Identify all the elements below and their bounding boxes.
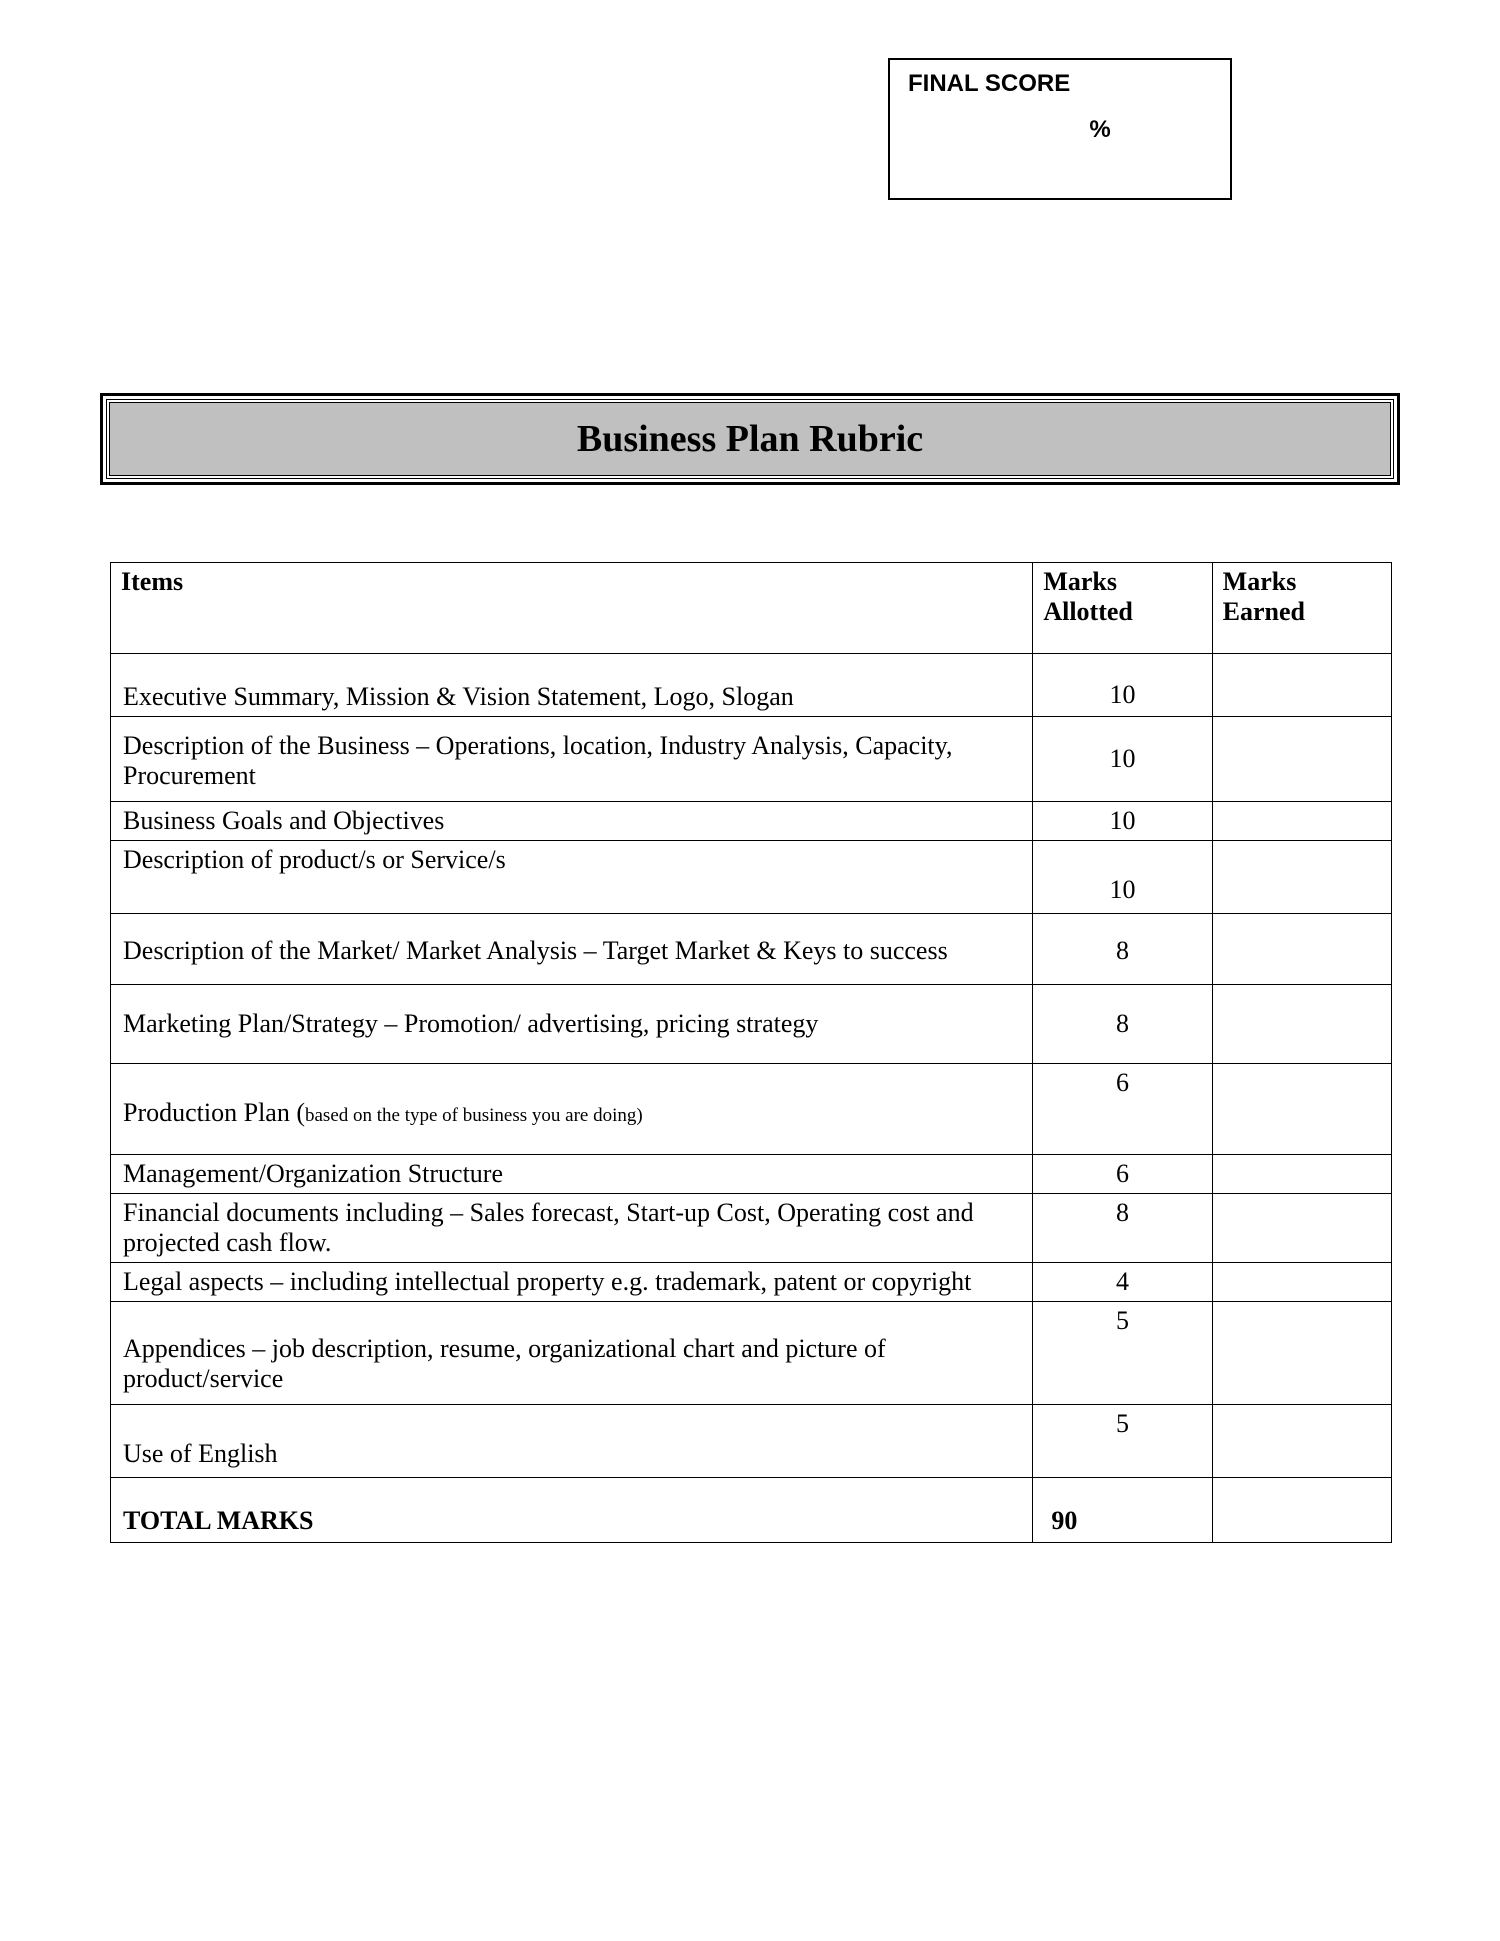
table-row: Use of English 5: [111, 1405, 1392, 1478]
marks-allotted-cell: 8: [1033, 1194, 1212, 1263]
final-score-box: FINAL SCORE %: [888, 58, 1232, 200]
marks-allotted-cell: 10: [1033, 717, 1212, 802]
table-row: Description of product/s or Service/s 10: [111, 841, 1392, 914]
marks-allotted-cell: 10: [1033, 654, 1212, 717]
table-row: Marketing Plan/Strategy – Promotion/ adv…: [111, 985, 1392, 1064]
total-label: TOTAL MARKS: [111, 1478, 1033, 1543]
marks-earned-cell: [1212, 1064, 1391, 1155]
table-row: Legal aspects – including intellectual p…: [111, 1263, 1392, 1302]
item-cell: Description of product/s or Service/s: [111, 841, 1033, 914]
table-row: Financial documents including – Sales fo…: [111, 1194, 1392, 1263]
item-cell: Appendices – job description, resume, or…: [111, 1302, 1033, 1405]
table-row: Appendices – job description, resume, or…: [111, 1302, 1392, 1405]
marks-allotted-cell: 10: [1033, 841, 1212, 914]
table-row: Management/Organization Structure 6: [111, 1155, 1392, 1194]
marks-allotted-cell: 6: [1033, 1155, 1212, 1194]
final-score-percent: %: [908, 116, 1212, 144]
total-earned: [1212, 1478, 1391, 1543]
item-cell: Production Plan (based on the type of bu…: [111, 1064, 1033, 1155]
table-row: Production Plan (based on the type of bu…: [111, 1064, 1392, 1155]
marks-earned-cell: [1212, 1302, 1391, 1405]
marks-earned-cell: [1212, 841, 1391, 914]
table-row: Business Goals and Objectives 10: [111, 802, 1392, 841]
item-cell: Description of the Market/ Market Analys…: [111, 914, 1033, 985]
header-earned: Marks Earned: [1212, 563, 1391, 654]
marks-allotted-cell: 10: [1033, 802, 1212, 841]
marks-allotted-cell: 4: [1033, 1263, 1212, 1302]
table-row: Description of the Business – Operations…: [111, 717, 1392, 802]
page-title: Business Plan Rubric: [577, 418, 923, 460]
title-banner: Business Plan Rubric: [100, 393, 1400, 485]
item-cell: Financial documents including – Sales fo…: [111, 1194, 1033, 1263]
marks-allotted-cell: 5: [1033, 1302, 1212, 1405]
marks-earned-cell: [1212, 654, 1391, 717]
table-row: Description of the Market/ Market Analys…: [111, 914, 1392, 985]
final-score-label: FINAL SCORE: [908, 70, 1212, 98]
total-allotted: 90: [1033, 1478, 1212, 1543]
item-cell: Business Goals and Objectives: [111, 802, 1033, 841]
marks-earned-cell: [1212, 1194, 1391, 1263]
item-cell: Executive Summary, Mission & Vision Stat…: [111, 654, 1033, 717]
marks-earned-cell: [1212, 914, 1391, 985]
header-allotted: Marks Allotted: [1033, 563, 1212, 654]
marks-allotted-cell: 6: [1033, 1064, 1212, 1155]
marks-earned-cell: [1212, 1263, 1391, 1302]
item-note: based on the type of business you are do…: [305, 1105, 643, 1126]
item-cell: Management/Organization Structure: [111, 1155, 1033, 1194]
item-cell: Marketing Plan/Strategy – Promotion/ adv…: [111, 985, 1033, 1064]
item-prefix: Production Plan (: [123, 1098, 305, 1127]
marks-allotted-cell: 8: [1033, 985, 1212, 1064]
marks-earned-cell: [1212, 985, 1391, 1064]
table-row: Executive Summary, Mission & Vision Stat…: [111, 654, 1392, 717]
marks-earned-cell: [1212, 717, 1391, 802]
total-row: TOTAL MARKS 90: [111, 1478, 1392, 1543]
item-cell: Description of the Business – Operations…: [111, 717, 1033, 802]
rubric-table: Items Marks Allotted Marks Earned Execut…: [110, 562, 1392, 1543]
item-cell: Legal aspects – including intellectual p…: [111, 1263, 1033, 1302]
header-items: Items: [111, 563, 1033, 654]
item-cell: Use of English: [111, 1405, 1033, 1478]
marks-allotted-cell: 5: [1033, 1405, 1212, 1478]
marks-earned-cell: [1212, 1405, 1391, 1478]
marks-allotted-cell: 8: [1033, 914, 1212, 985]
table-header-row: Items Marks Allotted Marks Earned: [111, 563, 1392, 654]
marks-earned-cell: [1212, 802, 1391, 841]
marks-earned-cell: [1212, 1155, 1391, 1194]
